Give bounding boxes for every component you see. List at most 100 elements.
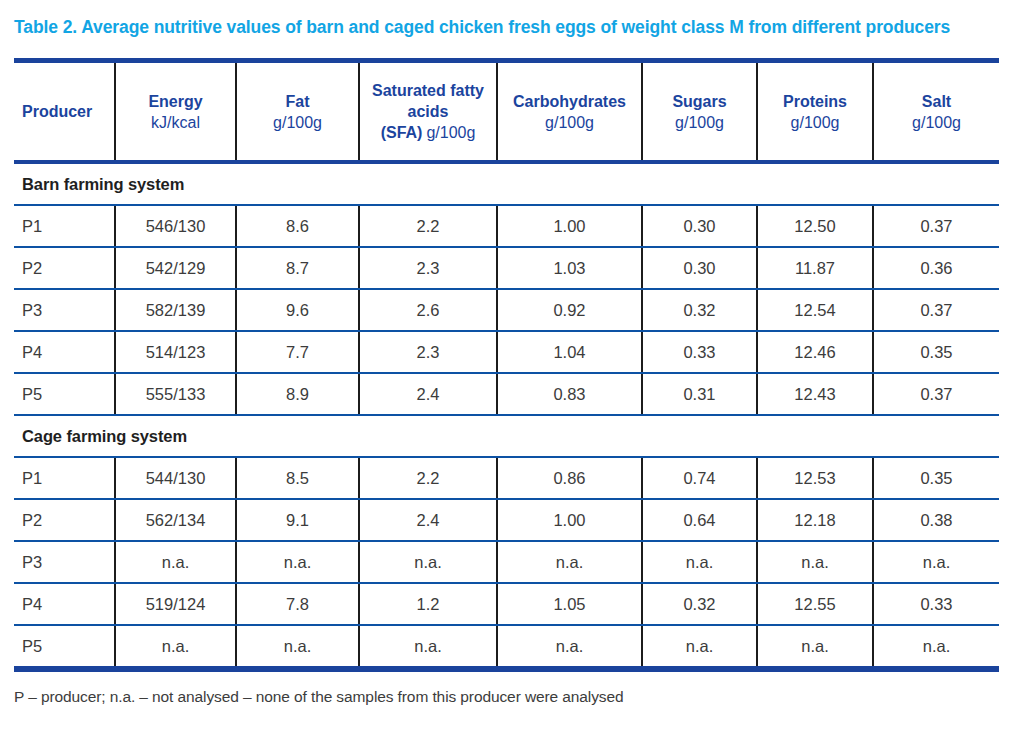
producer-cell: P5: [14, 625, 115, 669]
nutritive-values-table: ProducerEnergykJ/kcalFatg/100gSaturated …: [14, 58, 999, 672]
column-unit-abbrev: (SFA): [381, 124, 423, 141]
column-header-saturated-fatty-acids: Saturated fatty acids(SFA)g/100g: [359, 61, 497, 163]
value-cell: 582/139: [115, 289, 236, 331]
value-cell: 8.5: [236, 457, 359, 499]
value-cell: n.a.: [359, 541, 497, 583]
value-cell: n.a.: [757, 541, 873, 583]
value-cell: 2.2: [359, 205, 497, 247]
value-cell: n.a.: [757, 625, 873, 669]
value-cell: 7.8: [236, 583, 359, 625]
column-unit: g/100g: [645, 112, 754, 133]
value-cell: 555/133: [115, 373, 236, 415]
value-cell: 0.36: [873, 247, 999, 289]
table-body: Barn farming systemP1546/1308.62.21.000.…: [14, 162, 999, 669]
column-title: Saturated fatty acids: [362, 80, 494, 122]
section-row-cage-farming-system: Cage farming system: [14, 415, 999, 457]
value-cell: n.a.: [236, 625, 359, 669]
value-cell: 12.43: [757, 373, 873, 415]
table-row-barn-farming-system-p4: P4514/1237.72.31.040.3312.460.35: [14, 331, 999, 373]
table-row-cage-farming-system-p5: P5n.a.n.a.n.a.n.a.n.a.n.a.n.a.: [14, 625, 999, 669]
table-row-barn-farming-system-p2: P2542/1298.72.31.030.3011.870.36: [14, 247, 999, 289]
value-cell: 9.1: [236, 499, 359, 541]
column-title: Proteins: [760, 91, 870, 112]
table-row-cage-farming-system-p2: P2562/1349.12.41.000.6412.180.38: [14, 499, 999, 541]
value-cell: n.a.: [115, 541, 236, 583]
producer-cell: P3: [14, 289, 115, 331]
column-unit-text: g/100g: [912, 114, 961, 131]
column-header-salt: Saltg/100g: [873, 61, 999, 163]
value-cell: 8.7: [236, 247, 359, 289]
value-cell: 12.53: [757, 457, 873, 499]
table-row-barn-farming-system-p3: P3582/1399.62.60.920.3212.540.37: [14, 289, 999, 331]
value-cell: 12.46: [757, 331, 873, 373]
value-cell: 1.04: [497, 331, 642, 373]
column-title: Energy: [118, 91, 233, 112]
value-cell: 1.2: [359, 583, 497, 625]
table-row-barn-farming-system-p1: P1546/1308.62.21.000.3012.500.37: [14, 205, 999, 247]
column-unit: g/100g: [876, 112, 997, 133]
value-cell: n.a.: [359, 625, 497, 669]
value-cell: 542/129: [115, 247, 236, 289]
value-cell: 2.4: [359, 373, 497, 415]
column-unit: (SFA)g/100g: [362, 122, 494, 143]
value-cell: 0.35: [873, 457, 999, 499]
value-cell: 12.54: [757, 289, 873, 331]
column-header-energy: Energy kJ/kcal: [115, 61, 236, 163]
value-cell: 0.86: [497, 457, 642, 499]
value-cell: n.a.: [873, 541, 999, 583]
value-cell: 2.6: [359, 289, 497, 331]
section-row-barn-farming-system: Barn farming system: [14, 162, 999, 205]
column-unit-text: kJ/kcal: [151, 114, 200, 131]
document-page: Table 2. Average nutritive values of bar…: [0, 0, 1013, 748]
table-row-cage-farming-system-p1: P1544/1308.52.20.860.7412.530.35: [14, 457, 999, 499]
value-cell: 0.32: [642, 583, 757, 625]
producer-cell: P1: [14, 457, 115, 499]
column-header-sugars: Sugarsg/100g: [642, 61, 757, 163]
producer-cell: P5: [14, 373, 115, 415]
value-cell: 0.74: [642, 457, 757, 499]
column-title: Sugars: [645, 91, 754, 112]
value-cell: 0.33: [873, 583, 999, 625]
value-cell: 1.00: [497, 499, 642, 541]
value-cell: 1.05: [497, 583, 642, 625]
value-cell: 514/123: [115, 331, 236, 373]
producer-cell: P4: [14, 331, 115, 373]
value-cell: n.a.: [642, 625, 757, 669]
value-cell: 1.00: [497, 205, 642, 247]
column-header-producer: Producer: [14, 61, 115, 163]
value-cell: 12.50: [757, 205, 873, 247]
value-cell: 0.37: [873, 289, 999, 331]
producer-cell: P1: [14, 205, 115, 247]
column-header-carbohydrates: Carbohydratesg/100g: [497, 61, 642, 163]
value-cell: 9.6: [236, 289, 359, 331]
value-cell: n.a.: [497, 541, 642, 583]
value-cell: 0.37: [873, 205, 999, 247]
value-cell: n.a.: [642, 541, 757, 583]
value-cell: 0.37: [873, 373, 999, 415]
value-cell: 0.83: [497, 373, 642, 415]
value-cell: 11.87: [757, 247, 873, 289]
header-row: ProducerEnergykJ/kcalFatg/100gSaturated …: [14, 61, 999, 163]
value-cell: 8.9: [236, 373, 359, 415]
table-footnote: P – producer; n.a. – not analysed – none…: [14, 688, 999, 706]
value-cell: n.a.: [497, 625, 642, 669]
column-header-proteins: Proteinsg/100g: [757, 61, 873, 163]
table-row-cage-farming-system-p4: P4519/1247.81.21.050.3212.550.33: [14, 583, 999, 625]
table-caption: Table 2. Average nutritive values of bar…: [14, 12, 964, 42]
column-unit: g/100g: [500, 112, 639, 133]
value-cell: n.a.: [115, 625, 236, 669]
producer-cell: P4: [14, 583, 115, 625]
value-cell: 2.3: [359, 331, 497, 373]
column-title: Fat: [239, 91, 356, 112]
producer-cell: P2: [14, 247, 115, 289]
value-cell: 0.30: [642, 205, 757, 247]
column-header-fat: Fatg/100g: [236, 61, 359, 163]
column-unit-text: g/100g: [545, 114, 594, 131]
table-header: ProducerEnergykJ/kcalFatg/100gSaturated …: [14, 61, 999, 163]
column-title: Producer: [22, 101, 112, 122]
value-cell: 0.35: [873, 331, 999, 373]
value-cell: 2.4: [359, 499, 497, 541]
value-cell: 12.18: [757, 499, 873, 541]
value-cell: 0.64: [642, 499, 757, 541]
value-cell: n.a.: [873, 625, 999, 669]
